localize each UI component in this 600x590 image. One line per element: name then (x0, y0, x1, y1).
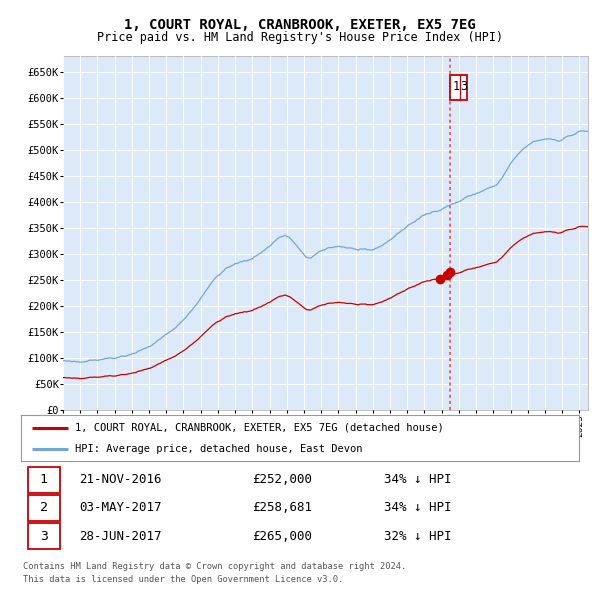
Text: 03-MAY-2017: 03-MAY-2017 (80, 502, 162, 514)
Text: 1, COURT ROYAL, CRANBROOK, EXETER, EX5 7EG (detached house): 1, COURT ROYAL, CRANBROOK, EXETER, EX5 7… (75, 423, 444, 433)
Text: £252,000: £252,000 (253, 473, 313, 486)
Text: 28-JUN-2017: 28-JUN-2017 (80, 530, 162, 543)
FancyBboxPatch shape (28, 523, 60, 549)
Text: This data is licensed under the Open Government Licence v3.0.: This data is licensed under the Open Gov… (23, 575, 343, 584)
Text: Contains HM Land Registry data © Crown copyright and database right 2024.: Contains HM Land Registry data © Crown c… (23, 562, 406, 571)
Text: £265,000: £265,000 (253, 530, 313, 543)
Text: 2: 2 (40, 502, 48, 514)
Text: 1: 1 (40, 473, 48, 486)
Text: HPI: Average price, detached house, East Devon: HPI: Average price, detached house, East… (75, 444, 362, 454)
Text: 1, COURT ROYAL, CRANBROOK, EXETER, EX5 7EG: 1, COURT ROYAL, CRANBROOK, EXETER, EX5 7… (124, 18, 476, 32)
Text: 3: 3 (461, 80, 467, 93)
Text: 34% ↓ HPI: 34% ↓ HPI (384, 502, 451, 514)
FancyBboxPatch shape (28, 495, 60, 521)
Text: £258,681: £258,681 (253, 502, 313, 514)
Text: 34% ↓ HPI: 34% ↓ HPI (384, 473, 451, 486)
Text: 32% ↓ HPI: 32% ↓ HPI (384, 530, 451, 543)
Text: 21-NOV-2016: 21-NOV-2016 (80, 473, 162, 486)
Text: Price paid vs. HM Land Registry's House Price Index (HPI): Price paid vs. HM Land Registry's House … (97, 31, 503, 44)
Text: 3: 3 (40, 530, 48, 543)
FancyBboxPatch shape (28, 467, 60, 493)
Bar (450, 75, 467, 100)
Text: 1: 1 (452, 80, 460, 93)
